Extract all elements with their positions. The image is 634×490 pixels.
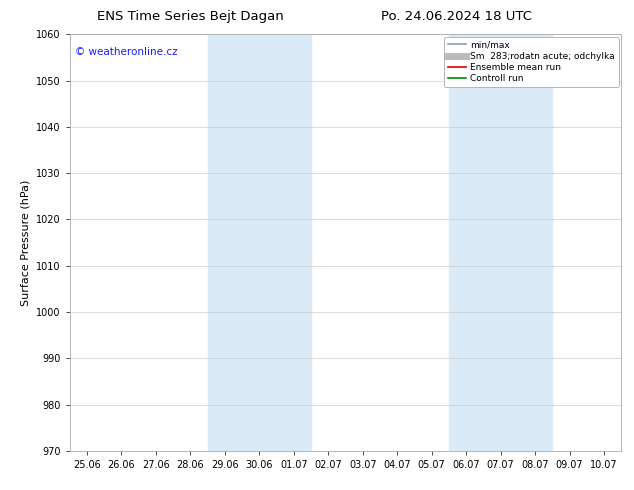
Bar <box>449 34 552 451</box>
Y-axis label: Surface Pressure (hPa): Surface Pressure (hPa) <box>20 179 30 306</box>
Legend: min/max, Sm  283;rodatn acute; odchylka, Ensemble mean run, Controll run: min/max, Sm 283;rodatn acute; odchylka, … <box>444 37 619 87</box>
Text: ENS Time Series Bejt Dagan: ENS Time Series Bejt Dagan <box>97 10 283 23</box>
Bar <box>207 34 311 451</box>
Text: © weatheronline.cz: © weatheronline.cz <box>75 47 178 57</box>
Text: Po. 24.06.2024 18 UTC: Po. 24.06.2024 18 UTC <box>381 10 532 23</box>
